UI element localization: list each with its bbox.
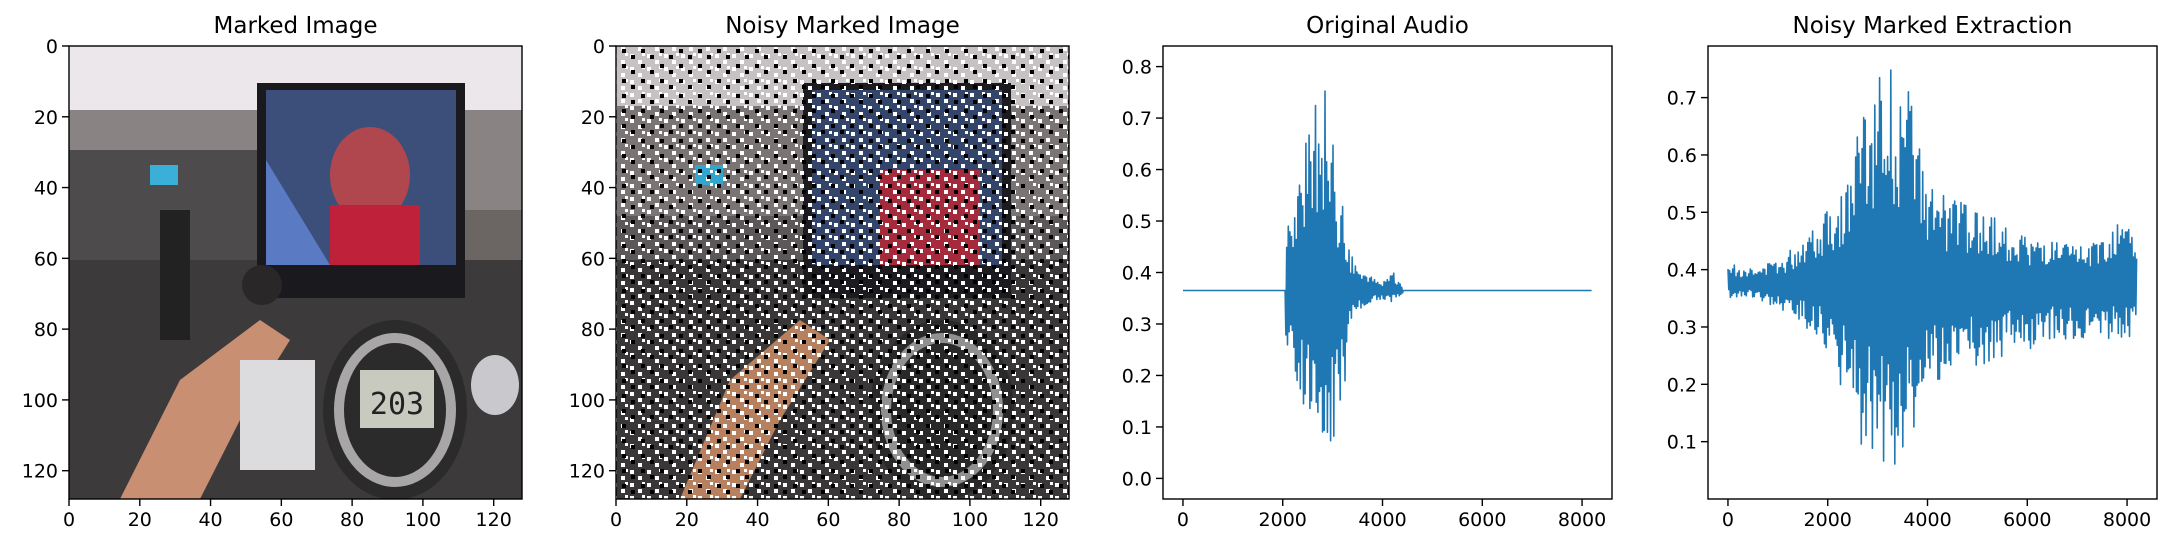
x-tick-label: 80 <box>887 509 911 531</box>
y-tick-label: 0.1 <box>1667 432 1697 454</box>
y-tick-label: 0.2 <box>1667 374 1697 396</box>
panel-noisy-marked-image: Noisy Marked Image 0 20 40 60 80 100 120 0 20 40… <box>569 13 1070 531</box>
x-tick-label: 6000 <box>1458 509 1506 531</box>
y-tick-label: 60 <box>581 248 605 270</box>
x-ticks-original-audio: 0 2000 4000 6000 8000 <box>1177 499 1606 531</box>
y-tick-label: 100 <box>569 390 605 412</box>
panel-original-audio: Original Audio 0 2000 4000 6000 8000 0.00.10… <box>1122 13 1613 531</box>
x-tick-label: 2000 <box>1259 509 1307 531</box>
y-tick-label: 0.4 <box>1667 260 1697 282</box>
x-tick-label: 40 <box>745 509 769 531</box>
x-tick-label: 120 <box>1023 509 1059 531</box>
x-tick-label: 80 <box>340 509 364 531</box>
axes-frame-noisy-marked-image <box>615 45 1070 500</box>
y-tick-label: 0.1 <box>1122 417 1152 439</box>
y-ticks-marked-image: 0 20 40 60 80 100 120 <box>22 36 69 483</box>
y-tick-label: 0 <box>593 36 605 58</box>
noisy-image-content <box>616 46 1069 499</box>
x-tick-label: 0 <box>1722 509 1734 531</box>
y-ticks-original-audio: 0.0 0.1 0.2 0.3 0.4 0.5 0.6 0.7 0.8 <box>1122 57 1163 490</box>
x-tick-label: 4000 <box>1903 509 1951 531</box>
y-tick-label: 0 <box>46 36 58 58</box>
y-tick-label: 20 <box>34 107 58 129</box>
chart-title-noisy-marked-extraction: Noisy Marked Extraction <box>1793 13 2073 39</box>
x-tick-label: 2000 <box>1804 509 1852 531</box>
panel-noisy-marked-extraction: Noisy Marked Extraction 0 2000 4000 6000 800… <box>1667 13 2158 531</box>
y-tick-label: 60 <box>34 248 58 270</box>
x-ticks-noisy-marked-extraction: 0 2000 4000 6000 8000 <box>1722 499 2151 531</box>
x-tick-label: 60 <box>269 509 293 531</box>
x-tick-label: 4000 <box>1358 509 1406 531</box>
series-line-original-audio <box>1183 90 1592 442</box>
y-tick-label: 0.7 <box>1122 108 1152 130</box>
x-tick-label: 120 <box>476 509 512 531</box>
axes-frame-original-audio <box>1162 45 1613 500</box>
panel-marked-image: Marked Image 203 0 20 40 60 80 100 120 0 20 40 <box>22 13 523 531</box>
display-readout: 203 <box>370 387 424 422</box>
y-tick-label: 40 <box>581 178 605 200</box>
x-tick-label: 100 <box>405 509 441 531</box>
y-tick-label: 0.7 <box>1667 88 1697 110</box>
x-tick-label: 20 <box>128 509 152 531</box>
y-tick-label: 80 <box>581 319 605 341</box>
x-ticks-noisy-marked-image: 0 20 40 60 80 100 120 <box>610 499 1059 531</box>
chart-title-original-audio: Original Audio <box>1306 13 1469 39</box>
axes-frame-noisy-marked-extraction <box>1707 45 2158 500</box>
y-tick-label: 0.4 <box>1122 263 1152 285</box>
y-tick-label: 120 <box>22 461 58 483</box>
axes-frame-marked-image <box>68 45 523 500</box>
chart-title-noisy-marked-image: Noisy Marked Image <box>725 13 960 39</box>
x-tick-label: 60 <box>816 509 840 531</box>
y-tick-label: 20 <box>581 107 605 129</box>
y-tick-label: 0.6 <box>1667 145 1697 167</box>
y-tick-label: 0.8 <box>1122 57 1152 79</box>
x-tick-label: 0 <box>63 509 75 531</box>
y-ticks-noisy-marked-image: 0 20 40 60 80 100 120 <box>569 36 616 483</box>
y-tick-label: 100 <box>22 390 58 412</box>
x-tick-label: 40 <box>198 509 222 531</box>
y-tick-label: 0.3 <box>1667 317 1697 339</box>
x-tick-label: 8000 <box>1558 509 1606 531</box>
y-tick-label: 0.0 <box>1122 468 1152 490</box>
series-line-original-audio <box>1183 90 1592 442</box>
y-tick-label: 0.5 <box>1667 202 1697 224</box>
y-tick-label: 0.5 <box>1122 211 1152 233</box>
x-tick-label: 0 <box>1177 509 1189 531</box>
x-tick-label: 20 <box>675 509 699 531</box>
series-line-noisy-marked-extraction <box>1727 69 2138 465</box>
x-tick-label: 8000 <box>2103 509 2151 531</box>
x-tick-label: 100 <box>952 509 988 531</box>
y-tick-label: 0.2 <box>1122 365 1152 387</box>
series-line-noisy-marked-extraction <box>1727 69 2138 465</box>
y-tick-label: 40 <box>34 178 58 200</box>
x-tick-label: 6000 <box>2003 509 2051 531</box>
y-ticks-noisy-marked-extraction: 0.1 0.2 0.3 0.4 0.5 0.6 0.7 <box>1667 88 1708 454</box>
y-tick-label: 0.3 <box>1122 314 1152 336</box>
x-ticks-marked-image: 0 20 40 60 80 100 120 <box>63 499 512 531</box>
marked-image-content: 203 <box>69 46 522 499</box>
x-tick-label: 0 <box>610 509 622 531</box>
y-tick-label: 0.6 <box>1122 160 1152 182</box>
chart-title-marked-image: Marked Image <box>214 13 378 39</box>
y-tick-label: 120 <box>569 461 605 483</box>
y-tick-label: 80 <box>34 319 58 341</box>
